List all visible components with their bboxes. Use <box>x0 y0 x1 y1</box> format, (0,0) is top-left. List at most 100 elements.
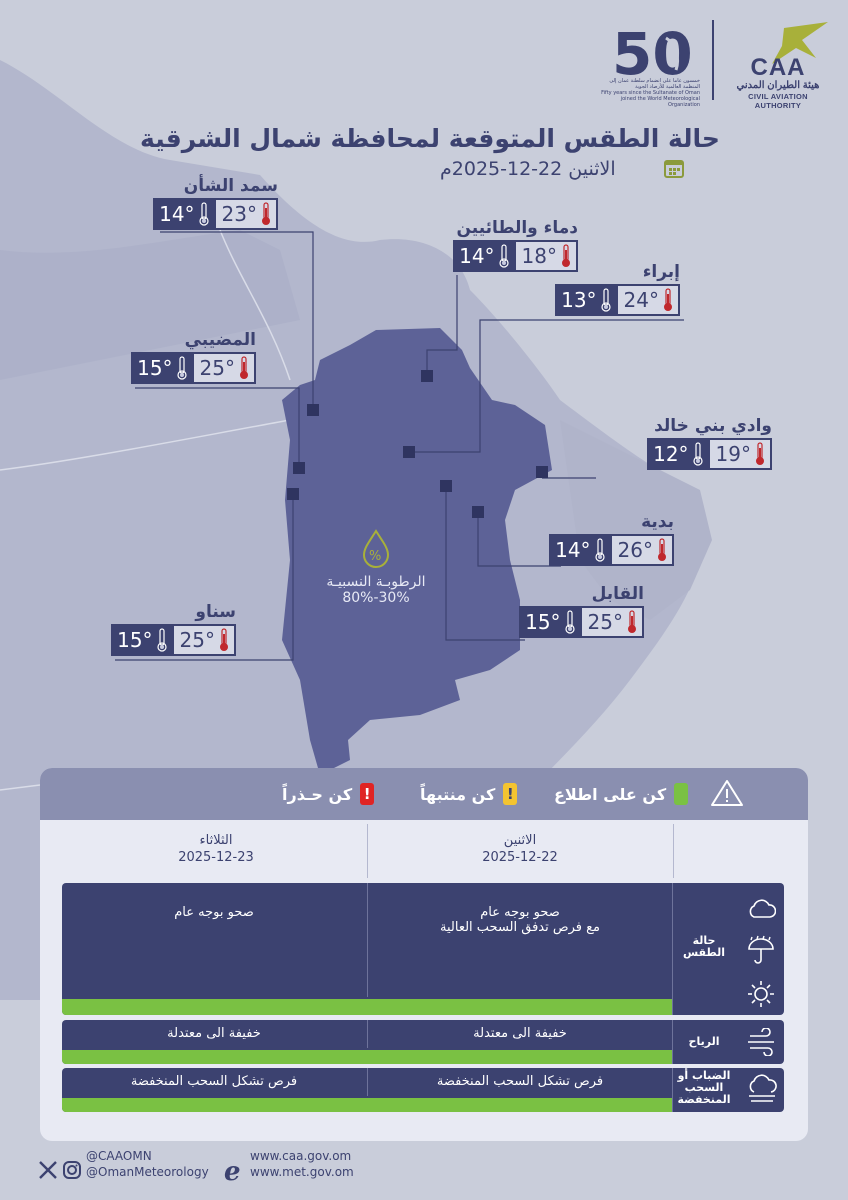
max-temp-value: 25° <box>199 356 235 380</box>
fog-label: الضباب أو السحب المنخفضة <box>677 1069 731 1106</box>
station-wadi-bani-khalid: وادي بني خالد 12° 19° <box>620 416 772 474</box>
row-separator <box>672 883 673 1015</box>
legend-warning-label: كن حـذراً <box>282 784 353 804</box>
x-icon[interactable] <box>38 1160 58 1180</box>
thermometer-hot-icon <box>240 356 248 379</box>
thermometer-hot-icon <box>628 610 636 633</box>
handle-met[interactable]: @OmanMeteorology <box>86 1165 209 1179</box>
svg-text:50: 50 <box>612 20 693 88</box>
legend-watch-swatch: ! <box>503 783 518 805</box>
caa-plane-icon <box>772 22 828 64</box>
svg-text:e: e <box>224 1157 241 1184</box>
logo-divider <box>712 20 714 100</box>
site-met[interactable]: www.met.gov.om <box>250 1165 354 1179</box>
fog-cloud-icon <box>749 1074 777 1102</box>
station-name: وادي بني خالد <box>654 416 772 436</box>
warning-triangle-icon <box>711 780 743 806</box>
min-temp-value: 14° <box>159 202 195 226</box>
station-al-mudhaibi: المضيبي 15° 25° <box>131 330 256 388</box>
weather-label: حالة الطقس <box>682 934 726 959</box>
legend-inform-swatch <box>674 783 689 805</box>
min-temp: 12° <box>647 438 708 470</box>
land-mass-2 <box>0 230 300 380</box>
min-temp: 15° <box>131 352 192 384</box>
caa-abbr: CAA <box>750 54 806 81</box>
max-temp-value: 19° <box>715 442 751 466</box>
min-temp-value: 15° <box>525 610 561 634</box>
caa-name-en: CIVIL AVIATION AUTHORITY <box>748 92 808 110</box>
fog-day2: فرص تشكل السحب المنخفضة <box>130 1074 298 1089</box>
max-temp: 25° <box>191 352 256 384</box>
station-temps: 14° 23° <box>153 198 278 230</box>
min-temp: 13° <box>555 284 616 316</box>
fifty-years-logo: 50 <box>612 20 693 88</box>
anniversary-caption: خمسون عاما على انضمام سلطنة عمان إلى الم… <box>600 78 700 108</box>
thermometer-hot-icon <box>756 442 764 465</box>
wind-row: خفيفة الى معتدلة خفيفة الى معتدلة الرياح <box>62 1020 784 1064</box>
thermometer-cold-icon <box>498 244 509 268</box>
land-mass-3 <box>560 420 712 620</box>
thermometer-cold-icon <box>198 202 209 226</box>
station-name: سمد الشأن <box>183 176 278 196</box>
legend-inform: كن على اطلاع <box>554 783 689 805</box>
thermometer-hot-icon <box>664 288 672 311</box>
humidity-value: 80%-30% <box>342 590 410 606</box>
max-temp-value: 24° <box>623 288 659 312</box>
day-name: الثلاثاء <box>199 833 233 848</box>
day-header-2: الثلاثاء 2025-12-23 <box>66 832 366 866</box>
max-temp: 23° <box>213 198 278 230</box>
fog-row: فرص تشكل السحب المنخفضة فرص تشكل السحب ا… <box>62 1068 784 1112</box>
max-temp: 18° <box>513 240 578 272</box>
max-temp: 25° <box>579 606 644 638</box>
legend-warning: ! كن حـذراً <box>282 783 375 805</box>
station-ibra: إبراء 13° 24° <box>555 262 680 320</box>
header-divider <box>367 824 368 878</box>
station-temps: 15° 25° <box>519 606 644 638</box>
row-separator <box>367 1068 368 1096</box>
max-temp-value: 25° <box>587 610 623 634</box>
day-name: الاثنين <box>503 833 537 848</box>
weather-day1: صحو بوجه عام مع فرص تدفق السحب العالية <box>372 905 668 935</box>
min-temp: 15° <box>111 624 172 656</box>
handle-caa[interactable]: @CAAOMN <box>86 1149 152 1163</box>
thermometer-hot-icon <box>220 628 228 651</box>
row-separator <box>672 1068 673 1112</box>
station-al-qabil: القابل 15° 25° <box>519 584 644 642</box>
weather-day1-line1: صحو بوجه عام <box>480 905 560 920</box>
instagram-icon[interactable] <box>62 1160 82 1180</box>
thermometer-hot-icon <box>562 244 570 267</box>
station-samad-al-shan: سمد الشأن 14° 23° <box>153 176 278 234</box>
humidity-info: % الرطوبـة النسبيـة 80%-30% <box>306 528 446 606</box>
anniversary-ar: خمسون عاما على انضمام سلطنة عمان إلى الم… <box>609 78 700 90</box>
humidity-label: الرطوبـة النسبيـة <box>326 574 426 590</box>
min-temp: 14° <box>153 198 214 230</box>
max-temp-value: 25° <box>179 628 215 652</box>
max-temp: 24° <box>615 284 680 316</box>
wind-icon <box>748 1028 774 1056</box>
station-temps: 14° 18° <box>453 240 578 272</box>
anniversary-en: Fifty years since the Sultanate of Oman … <box>601 90 700 108</box>
max-temp-value: 26° <box>617 538 653 562</box>
min-temp-value: 15° <box>137 356 173 380</box>
station-name: سناو <box>195 602 236 622</box>
warning-legend: كن على اطلاع ! كن منتبهاً ! كن حـذراً <box>40 768 808 820</box>
web-icon: e <box>224 1157 241 1184</box>
sun-icon <box>748 981 774 1007</box>
fog-day1: فرص تشكل السحب المنخفضة <box>436 1074 604 1089</box>
weather-day2: صحو بوجه عام <box>174 905 254 920</box>
min-temp-value: 14° <box>459 244 495 268</box>
forecast-panel: كن على اطلاع ! كن منتبهاً ! كن حـذراً ال… <box>40 768 808 1141</box>
row-separator <box>367 1020 368 1048</box>
weather-day1-line2: مع فرص تدفق السحب العالية <box>440 920 600 935</box>
station-temps: 15° 25° <box>111 624 236 656</box>
region-polygon <box>282 328 552 775</box>
min-temp-value: 15° <box>117 628 153 652</box>
calendar-icon <box>664 160 684 178</box>
site-caa[interactable]: www.caa.gov.om <box>250 1149 352 1163</box>
station-temps: 12° 19° <box>647 438 772 470</box>
thermometer-cold-icon <box>564 610 575 634</box>
thermometer-cold-icon <box>692 442 703 466</box>
min-temp: 15° <box>519 606 580 638</box>
thermometer-hot-icon <box>658 538 666 561</box>
svg-text:%: % <box>369 549 381 564</box>
